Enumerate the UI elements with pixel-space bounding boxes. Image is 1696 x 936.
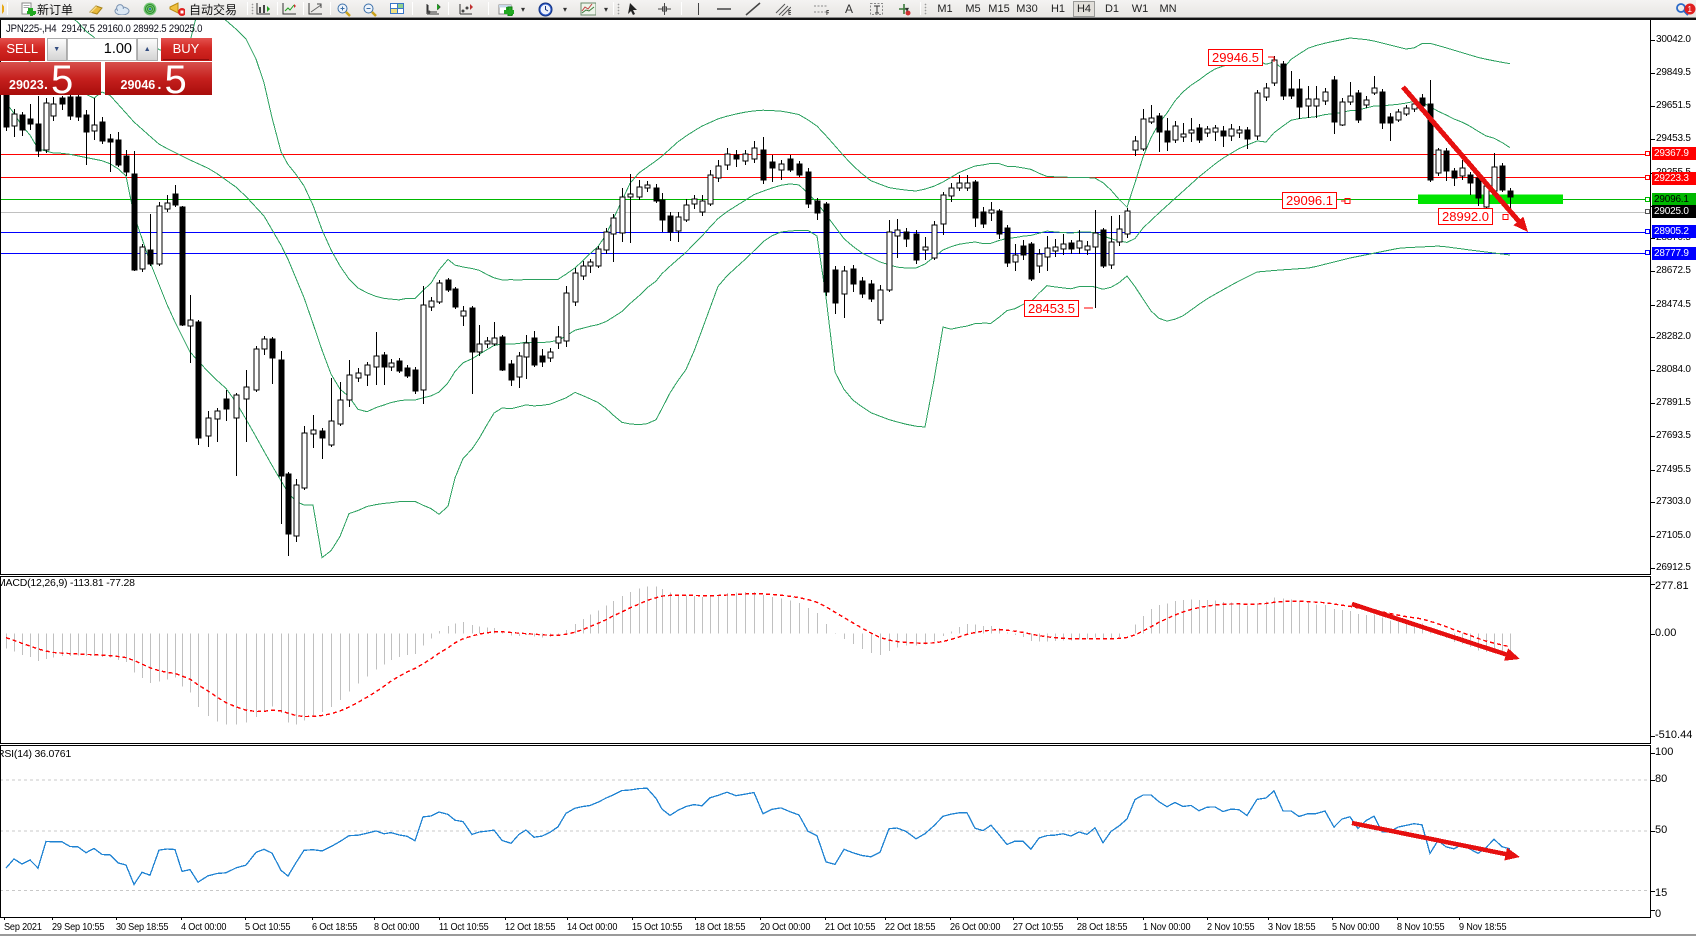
- svg-text:1: 1: [1688, 5, 1693, 14]
- svg-text:E: E: [788, 10, 791, 16]
- svg-text:F: F: [826, 10, 829, 16]
